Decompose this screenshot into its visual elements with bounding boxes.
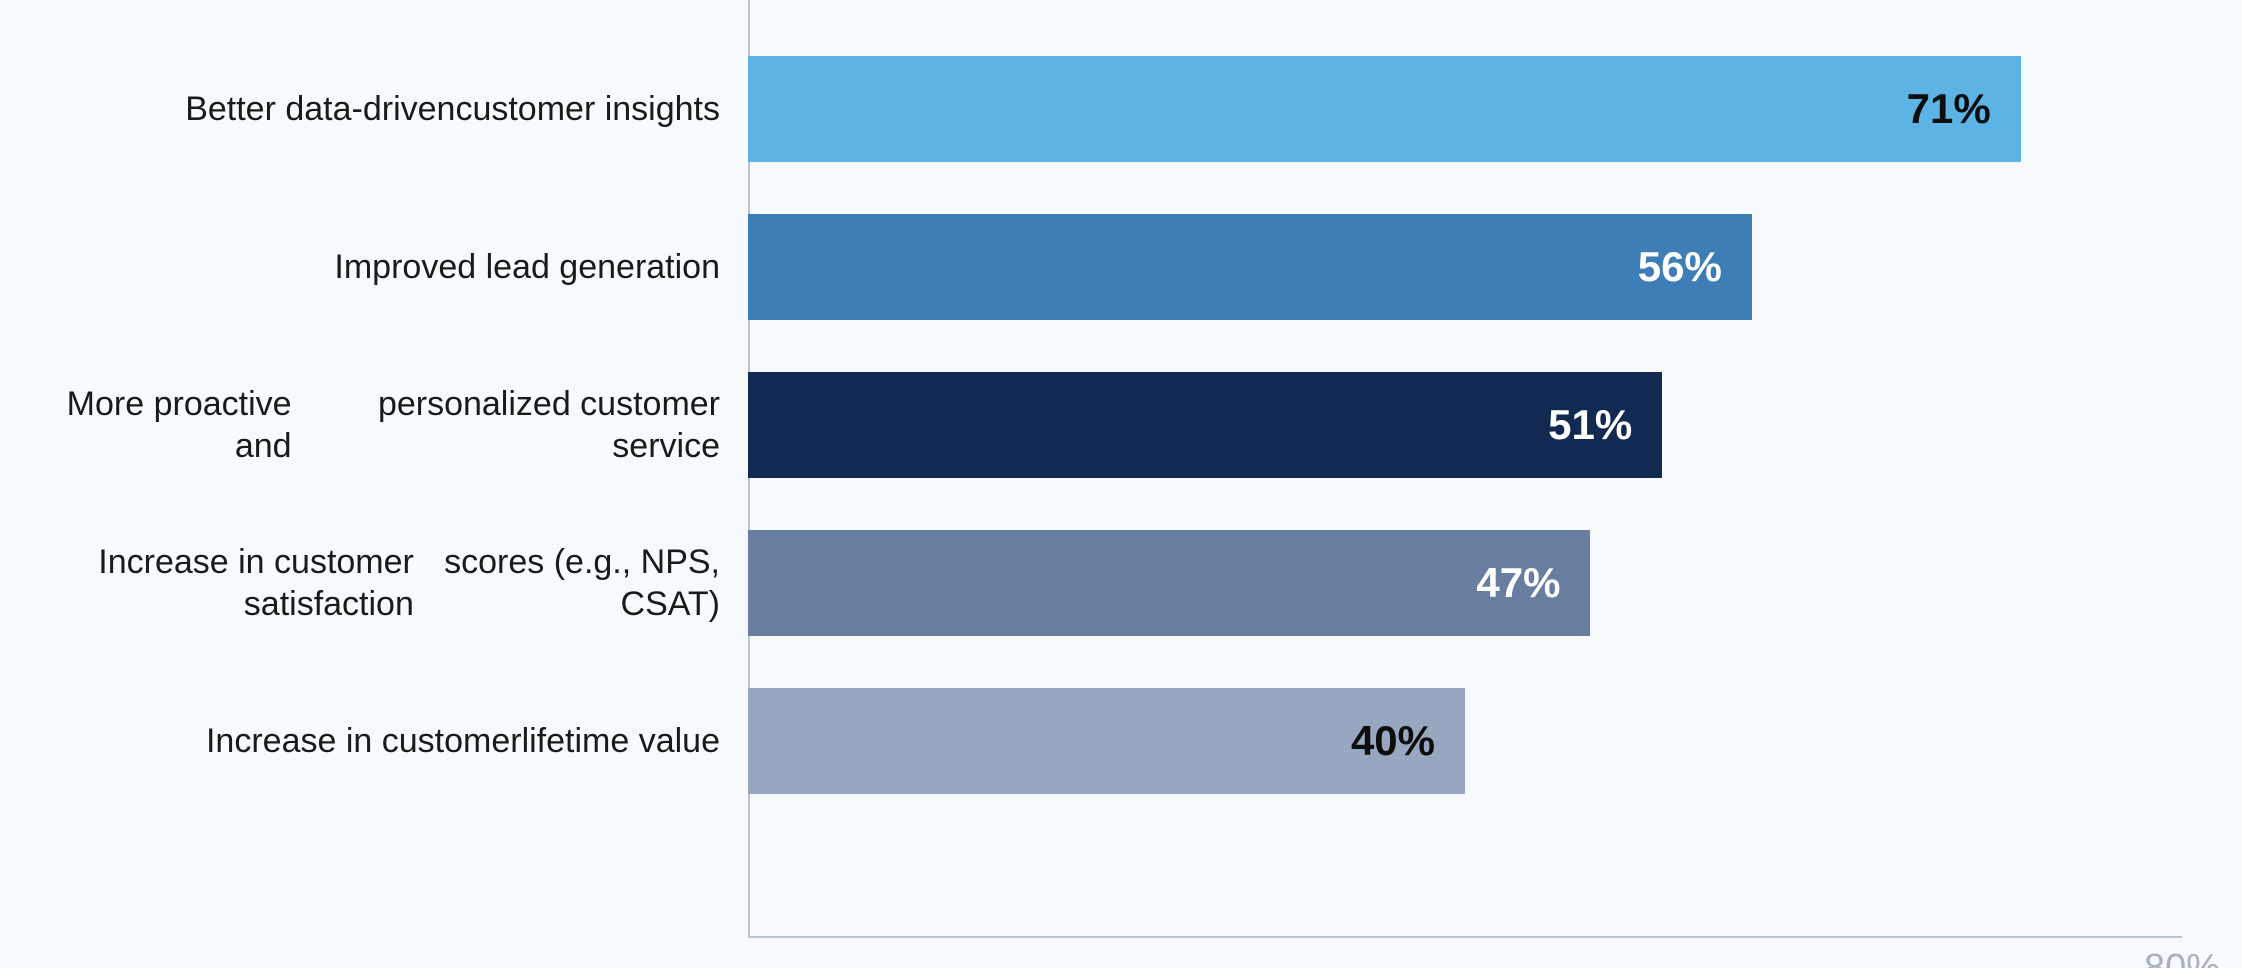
bar: 56% xyxy=(748,214,1752,320)
bar: 71% xyxy=(748,56,2021,162)
category-label: More proactive andpersonalized customer … xyxy=(20,372,720,478)
bar-row: Increase in customer satisfactionscores … xyxy=(748,530,2182,636)
bar-value-label: 40% xyxy=(1351,717,1435,765)
bar-value-label: 51% xyxy=(1548,401,1632,449)
bar-value-label: 47% xyxy=(1476,559,1560,607)
category-label: Better data-drivencustomer insights xyxy=(20,56,720,162)
bar-value-label: 56% xyxy=(1638,243,1722,291)
category-label: Improved lead generation xyxy=(20,214,720,320)
bar-row: More proactive andpersonalized customer … xyxy=(748,372,2182,478)
bar: 47% xyxy=(748,530,1590,636)
bar-row: Increase in customerlifetime value40% xyxy=(748,688,2182,794)
bar-row: Improved lead generation56% xyxy=(748,214,2182,320)
bar: 40% xyxy=(748,688,1465,794)
horizontal-bar-chart: Better data-drivencustomer insights71%Im… xyxy=(0,0,2242,968)
plot-area: Better data-drivencustomer insights71% Im… xyxy=(748,0,2182,938)
bar-row: Better data-drivencustomer insights71% xyxy=(748,56,2182,162)
bar: 51% xyxy=(748,372,1662,478)
bar-value-label: 71% xyxy=(1907,85,1991,133)
bars-container: Better data-drivencustomer insights71% Im… xyxy=(748,56,2182,898)
x-axis-line xyxy=(748,936,2182,938)
category-label: Increase in customer satisfactionscores … xyxy=(20,530,720,636)
x-axis-tick-label: 80% xyxy=(2144,947,2220,968)
category-label: Increase in customerlifetime value xyxy=(20,688,720,794)
